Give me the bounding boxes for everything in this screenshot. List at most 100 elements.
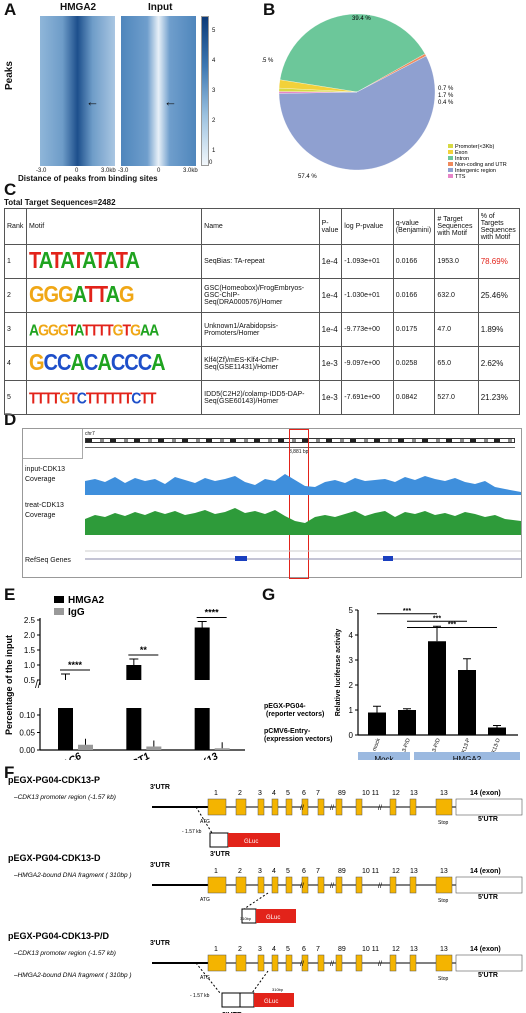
exon-box [207, 876, 227, 894]
motif-row: 4 GCCACACCCA Klf4(Zf)/mES-Klf4-ChIP-Seq(GS… [4, 346, 521, 381]
exon-number: 10 11 [362, 946, 379, 953]
panel-label-e: E [4, 585, 16, 604]
panel-label-d: D [4, 410, 17, 429]
exon-box [355, 954, 363, 972]
construct-desc: –CDK13 promoter region (-1.57 kb) [13, 794, 116, 801]
exon-box [435, 876, 453, 894]
expression-label: pCMV6-Entry- [264, 728, 311, 735]
exon-box [285, 876, 293, 894]
y-tick-label: 2 [349, 681, 354, 690]
reporter-label: (reporter vectors) [266, 711, 324, 718]
motif-cell-pct: 2.62% [477, 346, 521, 381]
exon-number: 5 [286, 790, 290, 797]
exon-box [389, 798, 397, 816]
heatmap-panel: HMGA2 Input Peaks ← ← 5 4 3 2 1 0 -3.0 0… [0, 0, 260, 183]
gluc-box [256, 909, 296, 923]
exon-box [335, 954, 343, 972]
header-pct: % of Targets Sequences with Motif [477, 208, 521, 245]
colorbar-ticks: 5 4 3 2 1 [212, 16, 215, 166]
exon-number: 13 [410, 946, 418, 953]
motif-cell-name: Klf4(Zf)/mES-Klf4-ChIP-Seq(GSE11431)/Hom… [201, 346, 320, 381]
reporter-label: pEGX-PG04- [264, 703, 306, 710]
bp-label: 310bp [272, 987, 284, 992]
motif-cell-logo: TATATATATA [25, 244, 203, 279]
exon-number: 6 [302, 790, 306, 797]
utr5-label: 5'UTR [478, 894, 498, 901]
atg-label: ATG [200, 819, 210, 825]
legend-label: Non-coding and UTR [455, 162, 507, 168]
exon-box [301, 798, 309, 816]
exon-box [409, 876, 417, 894]
y-tick-label: 0.5 [24, 676, 36, 685]
exon-box [389, 954, 397, 972]
exon-number: 4 [272, 946, 276, 953]
y-tick-label: 0 [349, 731, 354, 740]
track-label-refseq: RefSeq Genes [25, 557, 71, 564]
y-tick-label: 0.10 [19, 711, 35, 720]
motif-cell-n: 527.0 [434, 380, 479, 415]
gluc-label: GLuc [244, 839, 258, 845]
colorbar [201, 16, 209, 166]
motif-cell-q: 0.0842 [392, 380, 436, 415]
dashed-guide [195, 806, 213, 834]
motif-cell-q: 0.0166 [392, 278, 436, 313]
exon-number: 89 [338, 868, 346, 875]
motif-cell-rank: 5 [4, 380, 27, 415]
exon14-box [455, 798, 523, 816]
construct-desc: –HMGA2-bound DNA fragment ( 310bp ) [13, 872, 132, 879]
exon-box [355, 798, 363, 816]
colorbar-tick: 4 [212, 58, 216, 64]
sig-label: *** [433, 615, 441, 622]
legend-label: Exon [455, 150, 468, 156]
exon-number: 3 [258, 868, 262, 875]
panel-label-c: C [4, 180, 17, 199]
sig-label: *** [403, 608, 411, 615]
motif-cell-p: 1e-4 [318, 244, 343, 279]
motif-cell-logp: -7.691e+00 [341, 380, 394, 415]
exon-number: 3 [258, 946, 262, 953]
pie-percent-label: 57.4 % [298, 174, 317, 180]
y-axis-label: Relative luciferase activity [335, 629, 342, 717]
exon14-label: 14 (exon) [470, 946, 501, 953]
exon14-label: 14 (exon) [470, 868, 501, 875]
construct-title: pEGX-PG04-CDK13-P [8, 775, 100, 785]
legend-swatch [54, 596, 64, 603]
motif-cell-logp: -9.773e+00 [341, 312, 394, 347]
track-label-text: Coverage [25, 476, 56, 483]
motif-cell-rank: 3 [4, 312, 27, 347]
chip-bar-chart: // 2.5 2.0 1.5 1.0 0.5 0.10 0.05 0.00 Percentage … [4, 595, 245, 760]
pie-percent-label: 0.4 % [438, 100, 454, 106]
motif-table-header: Rank Motif Name P-value log P-pvalue q-v… [4, 208, 521, 245]
header-q: q-value (Benjamini) [392, 208, 436, 245]
legend-swatch [448, 162, 453, 166]
exon14-box [455, 954, 523, 972]
motif-cell-pct: 78.69% [477, 244, 521, 279]
exon-number: 1 [214, 868, 218, 875]
pie-slice [278, 79, 358, 93]
sig-label: *** [448, 622, 456, 629]
exon-number: 4 [272, 868, 276, 875]
motif-cell-logp: -1.030e+01 [341, 278, 394, 313]
y-tick-label: 0.00 [19, 746, 35, 755]
heatmap-xlabel: Distance of peaks from binding sites [18, 174, 158, 183]
header-logp: log P-pvalue [341, 208, 394, 245]
motif-cell-rank: 4 [4, 346, 27, 381]
hmga2-label: HMGA2 [453, 755, 482, 760]
motif-logo: TTTTGTCTTTTTTCTT [28, 388, 156, 407]
heatmap-title-input: Input [148, 2, 173, 13]
dashed-guide [195, 962, 221, 994]
x-tick: 0 [75, 168, 79, 174]
bar [458, 670, 476, 735]
exon-number: 7 [316, 790, 320, 797]
header-motif: Motif [25, 208, 203, 245]
legend-swatch [448, 168, 453, 172]
utr5-label: 5'UTR [478, 816, 498, 823]
promoter-box [209, 832, 229, 848]
exon-box [257, 954, 265, 972]
genome-browser: chr7 3,881 bp input-CDK13 Coverage treat-… [22, 428, 522, 579]
motif-table: Rank Motif Name P-value log P-pvalue q-v… [4, 208, 521, 415]
exon-number: 1 [214, 946, 218, 953]
track-label-input: input-CDK13 Coverage [25, 465, 65, 485]
mock-label: Mock [374, 755, 394, 760]
exon-box [271, 798, 279, 816]
